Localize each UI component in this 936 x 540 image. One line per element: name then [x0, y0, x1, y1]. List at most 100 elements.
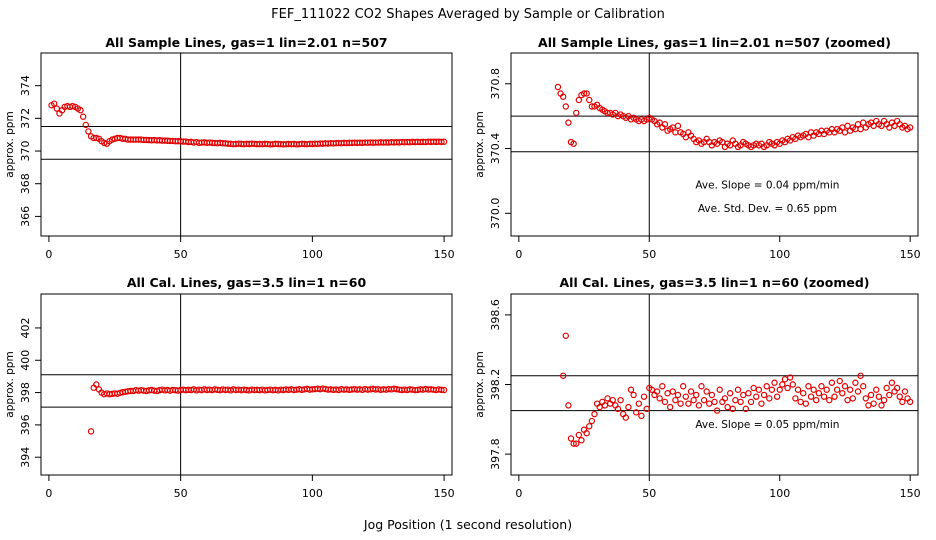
data-point	[873, 386, 880, 393]
data-point	[570, 140, 577, 147]
y-tick-label: 398.2	[489, 369, 502, 401]
x-tick-label: 150	[900, 248, 921, 261]
y-tick-label: 370	[19, 141, 32, 162]
panel-4: All Cal. Lines, gas=3.5 lin=1 n=60 (zoom…	[474, 275, 921, 500]
data-point	[567, 435, 575, 442]
data-point	[672, 396, 679, 404]
data-point	[831, 393, 838, 400]
data-point	[888, 379, 896, 386]
data-point	[559, 372, 567, 379]
data-points	[48, 100, 448, 148]
data-point	[666, 403, 674, 411]
data-point	[690, 396, 697, 404]
data-point	[438, 386, 445, 394]
data-point	[554, 83, 562, 91]
data-point	[839, 390, 846, 397]
data-point	[726, 390, 734, 397]
data-point	[659, 383, 666, 390]
data-point	[786, 374, 794, 381]
data-point	[679, 383, 687, 390]
data-point	[638, 412, 645, 420]
data-point	[440, 386, 448, 394]
data-point	[573, 440, 580, 447]
data-point	[661, 398, 669, 406]
data-point	[575, 431, 583, 439]
data-point	[698, 383, 705, 390]
data-point	[653, 388, 661, 395]
panel-title: All Sample Lines, gas=1 lin=2.01 n=507	[105, 35, 387, 50]
data-point	[721, 395, 729, 402]
data-point	[779, 381, 786, 388]
data-point	[841, 383, 849, 390]
data-point	[578, 436, 585, 444]
data-point	[627, 386, 635, 393]
y-tick-label: 394	[19, 447, 32, 468]
data-point	[643, 405, 650, 413]
data-point	[695, 402, 703, 409]
x-tick-label: 0	[515, 248, 522, 261]
y-tick-label: 374	[19, 75, 32, 96]
data-point	[758, 400, 765, 407]
data-point	[625, 403, 632, 411]
data-point	[85, 128, 92, 135]
data-point	[792, 395, 799, 402]
plot-frame	[40, 293, 453, 476]
data-point	[50, 100, 58, 107]
data-point	[745, 390, 752, 397]
data-point	[570, 440, 577, 447]
data-points	[87, 381, 448, 435]
y-axis-label: approx. ppm	[4, 111, 16, 177]
data-point	[734, 386, 742, 393]
data-point	[562, 332, 569, 339]
data-point	[729, 405, 736, 413]
data-point	[703, 388, 710, 395]
x-tick-label: 100	[769, 487, 790, 500]
data-point	[867, 391, 875, 399]
data-point	[609, 396, 616, 404]
x-tick-label: 50	[174, 487, 188, 500]
data-point	[763, 383, 770, 390]
y-tick-label: 370.8	[489, 68, 502, 100]
x-tick-label: 0	[45, 248, 52, 261]
y-tick-label: 366	[19, 206, 32, 227]
data-point	[901, 388, 909, 395]
x-tick-label: 100	[302, 248, 323, 261]
data-point	[852, 379, 859, 386]
data-point	[766, 395, 773, 402]
data-point	[438, 138, 445, 146]
data-point	[836, 377, 843, 385]
data-point	[896, 393, 903, 400]
figure-xlabel: Jog Position (1 second resolution)	[363, 517, 572, 532]
panel-title: All Cal. Lines, gas=3.5 lin=1 n=60 (zoom…	[560, 275, 870, 290]
data-point	[870, 400, 877, 407]
data-point	[860, 383, 867, 390]
data-point	[818, 383, 825, 390]
data-point	[580, 90, 588, 97]
data-point	[828, 379, 836, 386]
data-point	[753, 393, 760, 400]
data-point	[77, 106, 84, 114]
plot-frame	[40, 52, 453, 237]
x-tick-label: 150	[900, 487, 921, 500]
data-point	[854, 388, 862, 395]
data-point	[674, 391, 682, 399]
data-point	[776, 386, 783, 393]
data-point	[87, 428, 95, 435]
data-point	[823, 386, 830, 393]
x-tick-label: 0	[515, 487, 522, 500]
panels-group: All Sample Lines, gas=1 lin=2.01 n=507 0 5…	[4, 35, 921, 500]
data-point	[846, 386, 854, 393]
data-point	[573, 109, 580, 117]
y-tick-label: 368	[19, 173, 32, 194]
x-tick-label: 100	[769, 248, 790, 261]
data-point	[883, 384, 890, 392]
y-tick-label: 400	[19, 350, 32, 371]
data-point	[805, 383, 812, 390]
y-tick-label: 372	[19, 108, 32, 129]
data-point	[79, 113, 87, 120]
y-tick-label: 398.6	[489, 299, 502, 331]
data-point	[857, 372, 864, 379]
data-point	[899, 398, 906, 406]
data-point	[630, 391, 637, 399]
